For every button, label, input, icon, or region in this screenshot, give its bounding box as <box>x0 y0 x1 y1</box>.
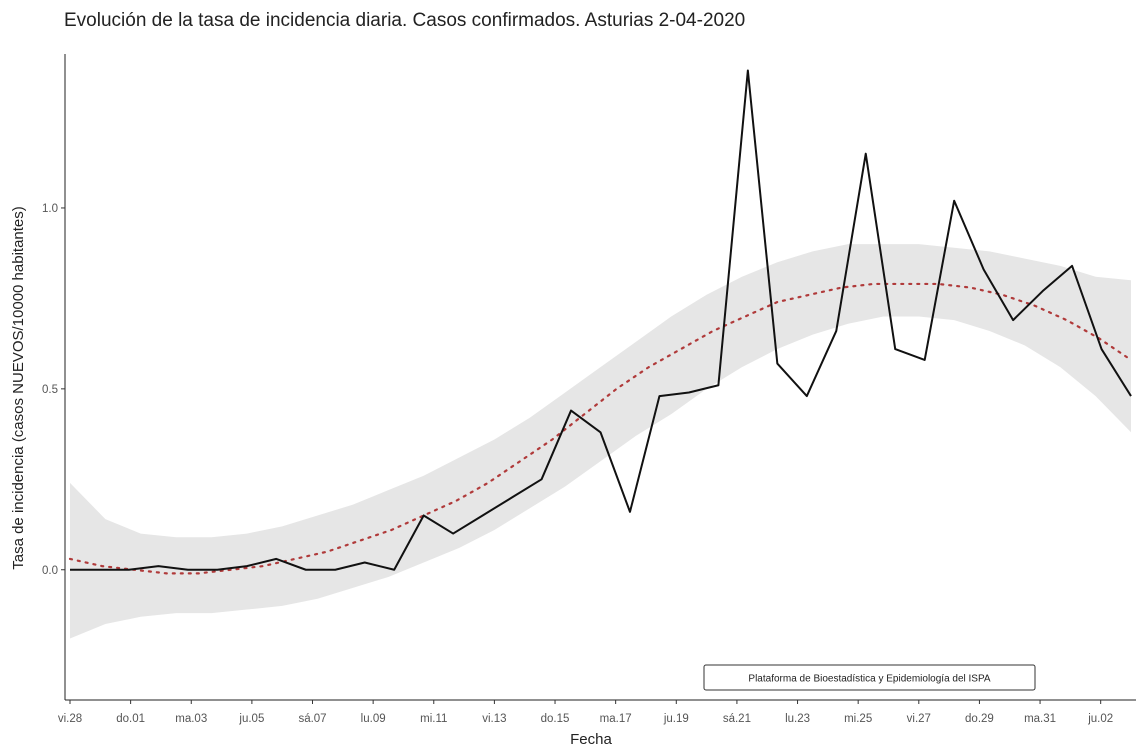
x-tick-label: ma.17 <box>600 713 632 725</box>
x-tick-label: ju.05 <box>238 713 264 725</box>
annotation-box: Plataforma de Bioestadística y Epidemiol… <box>703 664 1036 691</box>
x-tick-label: vi.27 <box>907 713 931 725</box>
trend-line-dotted <box>68 282 1133 575</box>
incidence-series-line <box>70 69 1132 571</box>
x-tick-label: ma.03 <box>175 713 207 725</box>
x-tick-label: ma.31 <box>1024 713 1056 725</box>
annotation-text: Plataforma de Bioestadística y Epidemiol… <box>748 674 990 685</box>
y-tick-label: 0.5 <box>42 384 58 396</box>
x-tick-label: vi.28 <box>58 713 82 725</box>
x-tick-label: vi.13 <box>482 713 506 725</box>
x-tick-label: do.29 <box>965 713 994 725</box>
y-tick-label: 1.0 <box>42 203 58 215</box>
y-tick-label: 0.0 <box>42 565 58 577</box>
annotation-frame <box>703 664 1036 691</box>
chart-title: Evolución de la tasa de incidencia diari… <box>64 10 745 31</box>
x-tick-label: do.15 <box>541 713 570 725</box>
x-tick-label: ju.19 <box>663 713 689 725</box>
x-tick-label: mi.25 <box>844 713 872 725</box>
confidence-band <box>70 244 1131 639</box>
x-tick-label: sá.07 <box>298 713 326 725</box>
x-tick-label: lu.09 <box>361 713 386 725</box>
x-axis-ticks: vi.28 do.01 ma.03 ju.05 sá.07 lu.09 mi.11 vi.13… <box>58 700 1113 725</box>
x-tick-label: ju.02 <box>1087 713 1113 725</box>
x-tick-label: mi.11 <box>420 713 447 725</box>
x-tick-label: sá.21 <box>723 713 751 725</box>
x-tick-label: lu.23 <box>785 713 810 725</box>
y-axis-ticks: 0.0 0.5 1.0 <box>42 203 65 577</box>
y-axis-label: Tasa de incidencia (casos NUEVOS/10000 h… <box>10 206 27 570</box>
x-axis-label: Fecha <box>570 731 612 748</box>
x-tick-label: do.01 <box>116 713 145 725</box>
